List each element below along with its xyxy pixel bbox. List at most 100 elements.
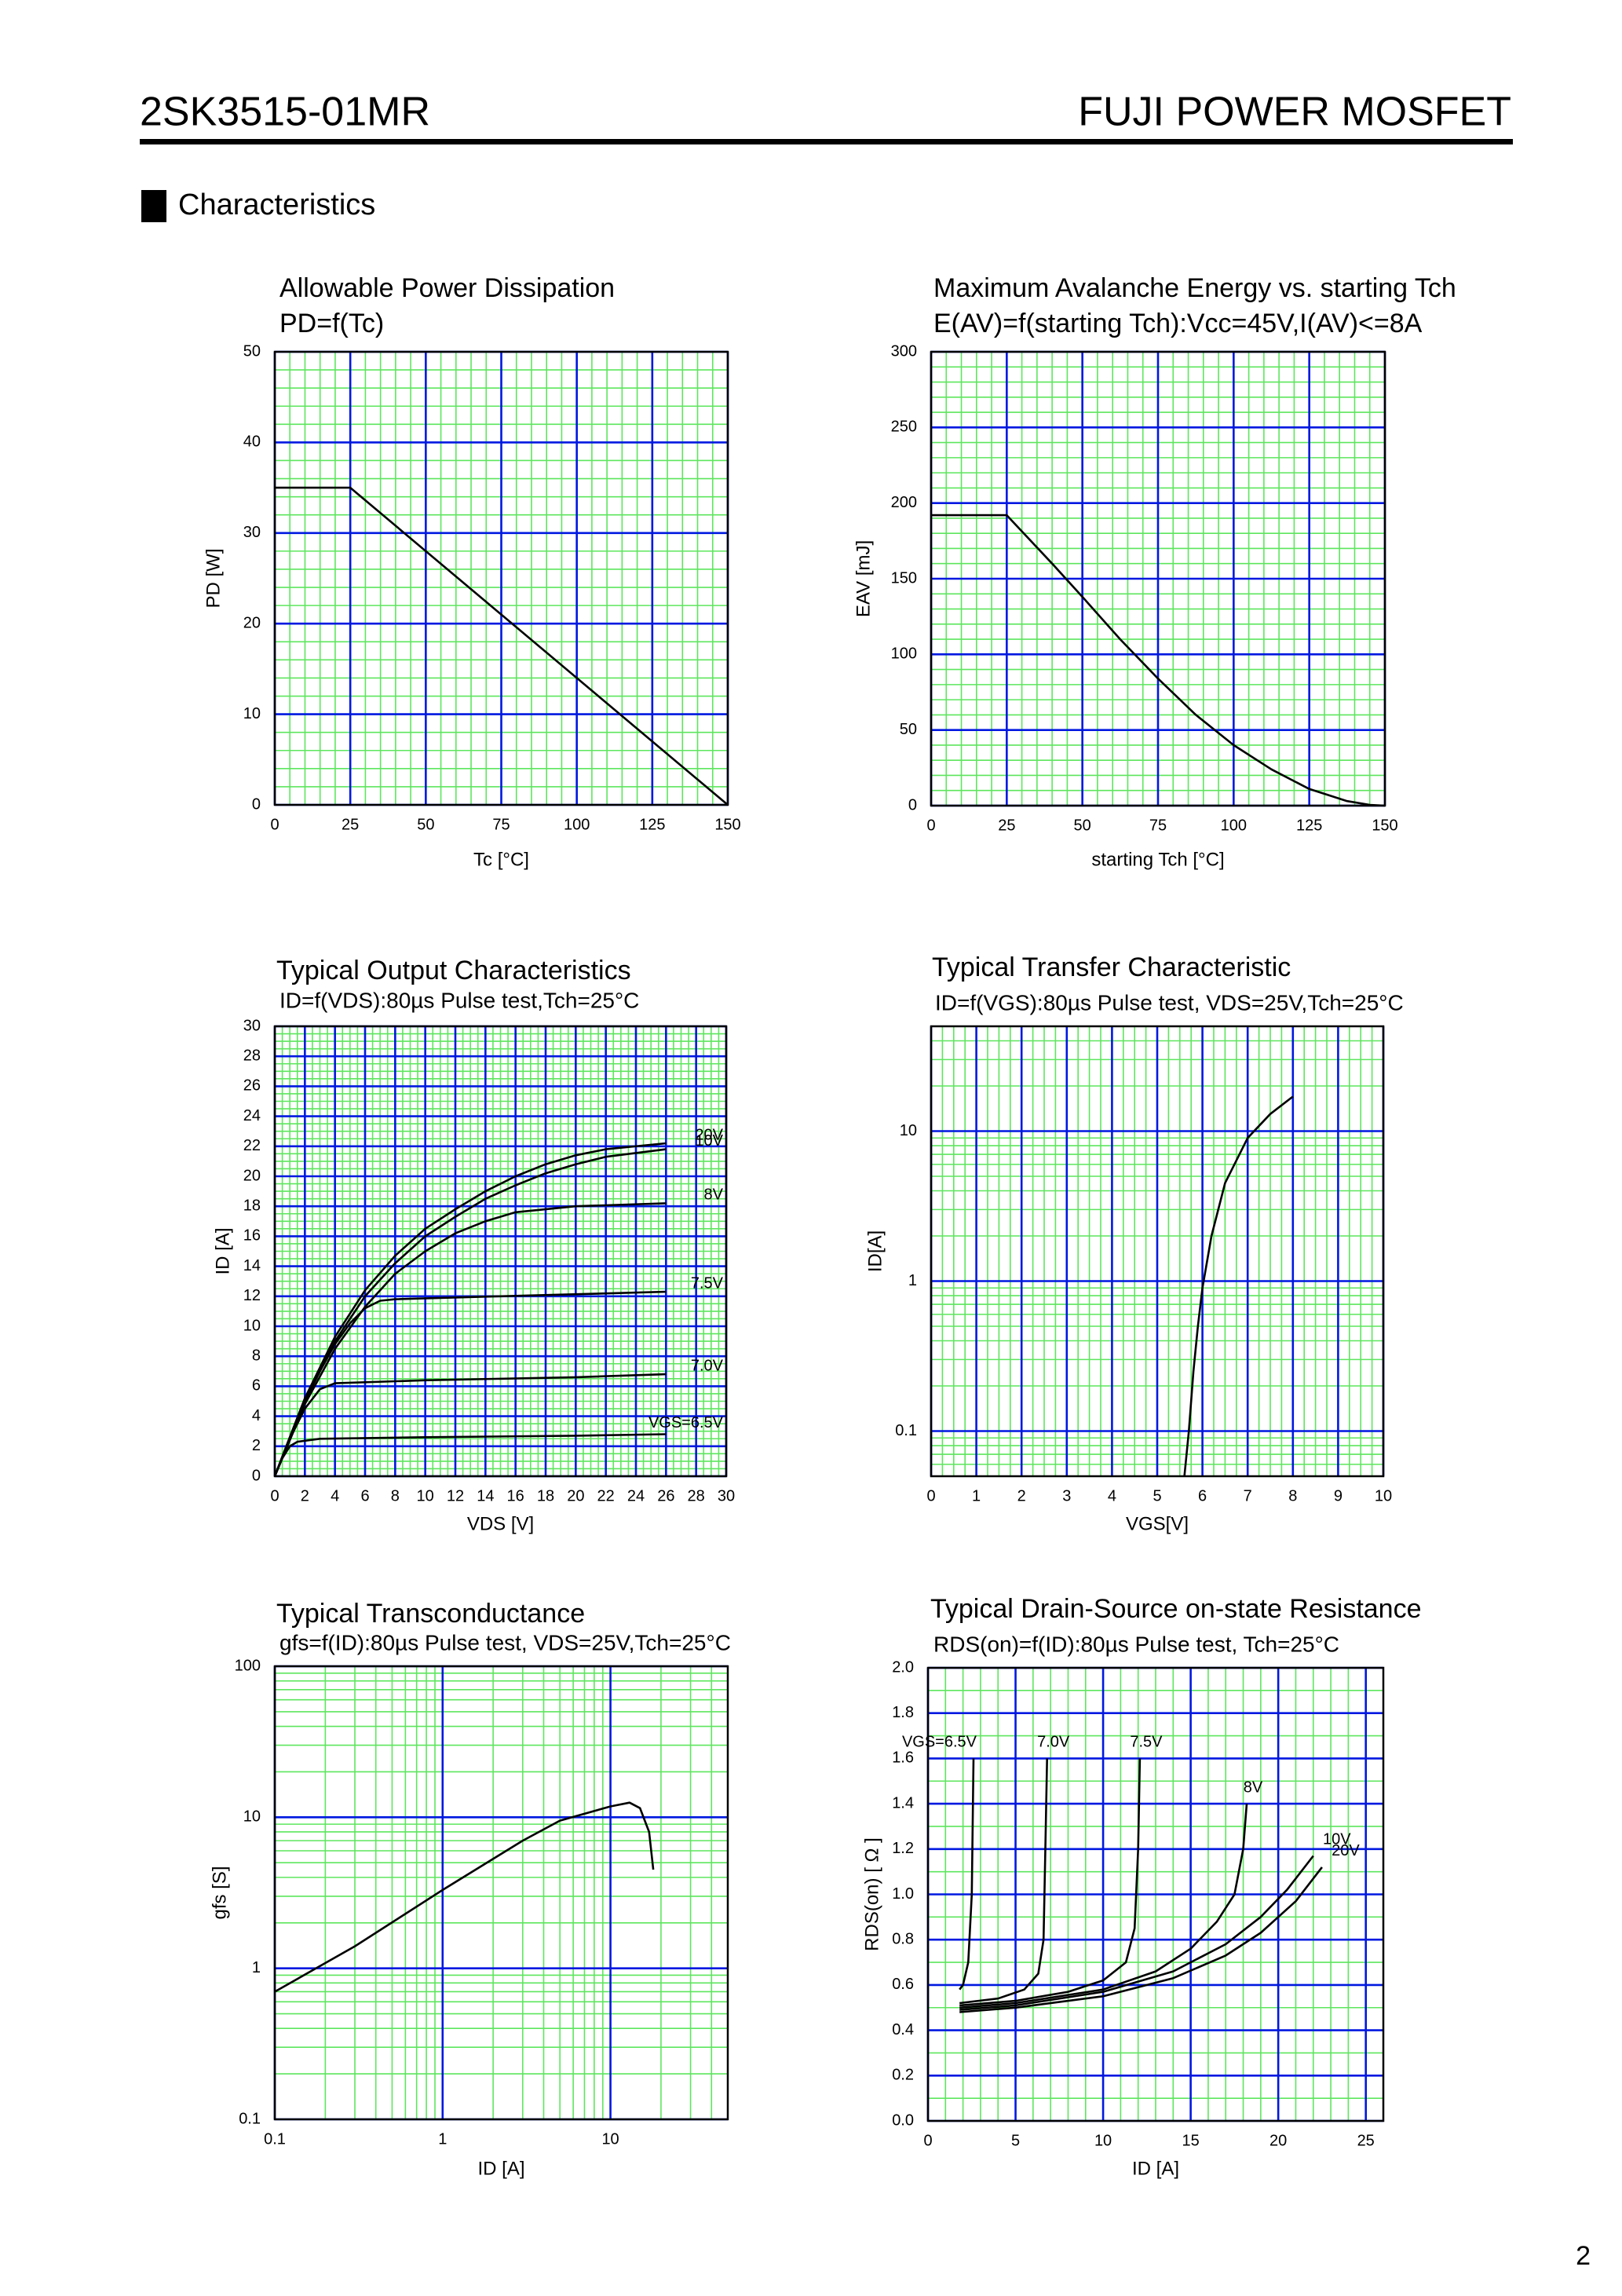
y-tick-label: 300 [891, 342, 917, 360]
part-number: 2SK3515-01MR [140, 90, 430, 135]
x-tick-label: 125 [1296, 817, 1322, 834]
x-axis-label: starting Tch [°C] [1091, 849, 1224, 870]
x-tick-label: 150 [714, 816, 740, 833]
x-tick-label: 10 [601, 2130, 619, 2148]
y-tick-label: 0 [252, 1467, 261, 1484]
y-tick-label: 1.4 [892, 1794, 914, 1812]
y-tick-label: 0.8 [892, 1930, 914, 1947]
x-tick-label: 125 [639, 816, 665, 833]
x-tick-label: 6 [1198, 1487, 1207, 1504]
curve-label: 10V [695, 1132, 723, 1150]
y-tick-label: 10 [900, 1122, 917, 1139]
x-tick-label: 12 [447, 1487, 464, 1504]
curve-label: 7.5V [1130, 1734, 1163, 1751]
y-tick-label: 1.2 [892, 1840, 914, 1857]
y-tick-label: 250 [891, 419, 917, 436]
chart-title: Allowable Power Dissipation [279, 273, 615, 303]
curve [959, 1803, 1248, 2009]
x-tick-label: 22 [597, 1487, 615, 1504]
chart-title: Typical Transconductance [276, 1599, 585, 1629]
y-tick-label: 4 [252, 1407, 261, 1424]
x-tick-label: 5 [1011, 2132, 1020, 2149]
x-tick-label: 6 [360, 1487, 369, 1504]
plot-frame [926, 1666, 1385, 2122]
x-tick-label: 50 [1074, 817, 1091, 834]
curve [959, 1855, 1314, 2011]
x-tick-label: 50 [417, 816, 434, 833]
header-rule [140, 139, 1513, 144]
y-tick-label: 20 [243, 614, 261, 631]
y-axis-label: RDS(on) [ Ω ] [861, 1837, 882, 1951]
curve [274, 1801, 655, 1993]
x-tick-label: 18 [537, 1487, 554, 1504]
chart-subtitle: E(AV)=f(starting Tch):Vcc=45V,I(AV)<=8A [933, 309, 1423, 338]
x-tick-label: 10 [1094, 2132, 1112, 2149]
chart-title: Maximum Avalanche Energy vs. starting Tc… [933, 273, 1456, 303]
curve [959, 1866, 1323, 2013]
x-tick-label: 0 [926, 1487, 935, 1504]
x-tick-label: 7 [1244, 1487, 1252, 1504]
y-tick-label: 2 [252, 1437, 261, 1454]
y-tick-label: 1.6 [892, 1749, 914, 1767]
x-tick-label: 1 [972, 1487, 981, 1504]
curve-label: 7.0V [1037, 1734, 1070, 1751]
curve-label: 20V [1332, 1842, 1360, 1859]
y-tick-label: 26 [243, 1077, 261, 1095]
y-axis-label: ID[A] [864, 1230, 886, 1272]
x-tick-label: 2 [1017, 1487, 1026, 1504]
x-tick-label: 15 [1182, 2132, 1199, 2149]
x-axis-label: Tc [°C] [473, 849, 529, 870]
x-tick-label: 3 [1062, 1487, 1071, 1504]
y-tick-label: 10 [243, 1808, 261, 1826]
chart-subtitle: ID=f(VGS):80µs Pulse test, VDS=25V,Tch=2… [935, 990, 1404, 1015]
chart-title: Typical Output Characteristics [276, 956, 631, 985]
x-tick-label: 4 [1108, 1487, 1116, 1504]
curve-label: 10V [1323, 1831, 1351, 1848]
y-tick-label: 6 [252, 1377, 261, 1395]
curve [273, 1142, 667, 1477]
y-tick-label: 2.0 [892, 1658, 914, 1676]
x-tick-label: 30 [718, 1487, 735, 1504]
x-tick-label: 26 [657, 1487, 674, 1504]
y-axis-label: EAV [mJ] [853, 540, 874, 617]
x-tick-label: 8 [1288, 1487, 1297, 1504]
x-tick-label: 100 [564, 816, 590, 833]
plot-frame [273, 350, 729, 806]
y-tick-label: 0.4 [892, 2021, 914, 2038]
chart-title: Typical Transfer Characteristic [932, 952, 1291, 982]
x-tick-label: 0 [923, 2132, 932, 2149]
x-tick-label: 75 [1149, 817, 1167, 834]
y-tick-label: 150 [891, 569, 917, 587]
x-tick-label: 1 [438, 2130, 447, 2148]
curve-label: 7.0V [691, 1357, 724, 1374]
curve-label: VGS=6.5V [648, 1414, 724, 1431]
x-tick-label: 75 [492, 816, 510, 833]
x-tick-label: 25 [342, 816, 359, 833]
curve [275, 486, 729, 806]
chart-subtitle: gfs=f(ID):80µs Pulse test, VDS=25V,Tch=2… [279, 1630, 731, 1654]
y-tick-label: 0.1 [239, 2110, 261, 2127]
y-tick-label: 12 [243, 1287, 261, 1304]
y-tick-label: 0.0 [892, 2111, 914, 2129]
chart-subtitle: RDS(on)=f(ID):80µs Pulse test, Tch=25°C [933, 1632, 1339, 1656]
curve-label: 20V [695, 1126, 723, 1143]
y-tick-label: 14 [243, 1257, 261, 1274]
x-tick-label: 9 [1334, 1487, 1343, 1504]
x-tick-label: 25 [1357, 2132, 1375, 2149]
y-tick-label: 200 [891, 494, 917, 511]
curve [273, 1433, 667, 1477]
chart-subtitle: ID=f(VDS):80µs Pulse test,Tch=25°C [279, 988, 639, 1012]
x-tick-label: 20 [1269, 2132, 1287, 2149]
curve [273, 1290, 667, 1477]
y-tick-label: 0.1 [895, 1422, 917, 1439]
chart-subtitle: PD=f(Tc) [279, 309, 384, 338]
y-tick-label: 0.2 [892, 2067, 914, 2084]
y-tick-label: 1 [908, 1272, 917, 1289]
curve [931, 514, 1386, 807]
curve-label: VGS=6.5V [902, 1734, 977, 1751]
y-axis-label: PD [W] [203, 549, 224, 609]
x-tick-label: 100 [1221, 817, 1247, 834]
x-axis-label: ID [A] [477, 2158, 524, 2179]
